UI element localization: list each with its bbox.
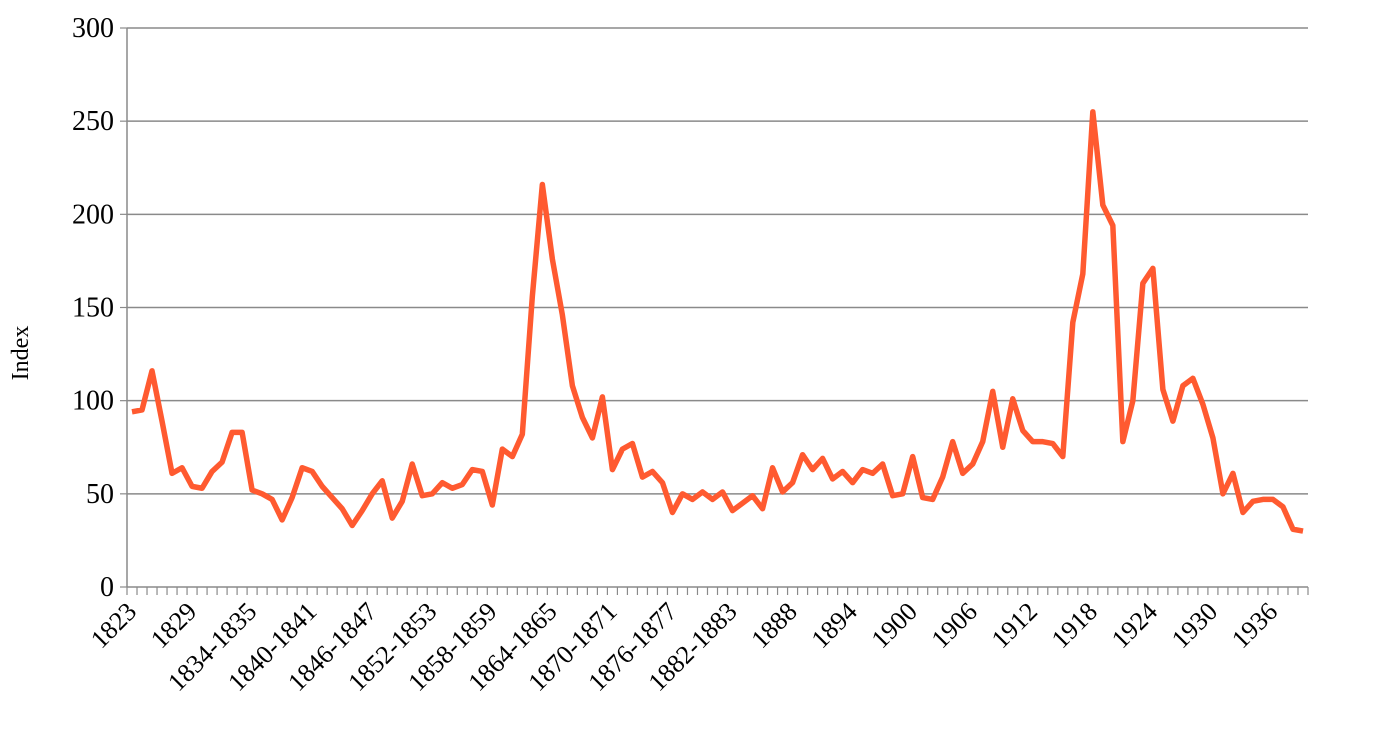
series-line (131, 109, 1304, 534)
y-tick-label: 150 (72, 293, 114, 324)
y-axis-title: Index (8, 326, 34, 381)
y-tick-labels: 0 50 100 150 200 250 300 (72, 13, 127, 603)
x-tick-label: 1924 (1106, 597, 1163, 654)
y-tick-label: 0 (100, 572, 114, 603)
x-tick-label: 1936 (1226, 597, 1283, 654)
x-tick-marks (126, 587, 1309, 595)
x-tick-label: 1894 (806, 597, 863, 654)
y-tick-label: 100 (72, 386, 114, 417)
x-tick-label: 1918 (1046, 597, 1103, 654)
x-tick-label: 1930 (1166, 597, 1223, 654)
x-tick-label: 1888 (746, 597, 803, 654)
gridlines (127, 27, 1308, 495)
x-tick-label: 1906 (926, 597, 983, 654)
x-tick-labels: 1823 18291834-18351840-18411846-18471852-… (85, 597, 1283, 697)
x-tick-label: 1823 (85, 597, 142, 654)
y-tick-label: 250 (72, 106, 114, 137)
x-tick-label: 1912 (986, 597, 1043, 654)
series-group (131, 109, 1304, 534)
y-tick-label: 300 (72, 13, 114, 44)
y-tick-label: 200 (72, 199, 114, 230)
x-tick-label: 1900 (866, 597, 923, 654)
y-tick-label: 50 (86, 479, 114, 510)
